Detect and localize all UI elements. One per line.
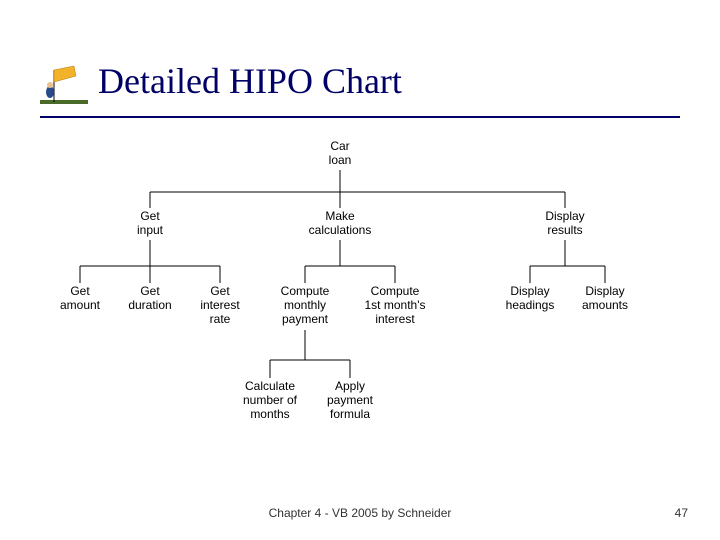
bullet-icon xyxy=(40,60,88,110)
title-underline xyxy=(40,116,680,118)
node-root: Car loan xyxy=(329,140,352,168)
node-gamt: Get amount xyxy=(60,285,100,313)
page-number: 47 xyxy=(675,506,688,520)
node-gint: Get interest rate xyxy=(200,285,239,326)
slide-title: Detailed HIPO Chart xyxy=(98,60,402,102)
node-apf: Apply payment formula xyxy=(327,380,373,421)
node-cmon: Compute monthly payment xyxy=(281,285,330,326)
node-disp: Display results xyxy=(545,210,584,238)
node-make: Make calculations xyxy=(309,210,372,238)
node-calcn: Calculate number of months xyxy=(243,380,297,421)
hipo-diagram: Car loan Get input Make calculations Displa… xyxy=(60,140,660,480)
node-c1st: Compute 1st month's interest xyxy=(365,285,426,326)
node-get: Get input xyxy=(137,210,163,238)
footer-text: Chapter 4 - VB 2005 by Schneider xyxy=(0,506,720,520)
node-da: Display amounts xyxy=(582,285,628,313)
node-dh: Display headings xyxy=(506,285,555,313)
node-gdur: Get duration xyxy=(128,285,171,313)
